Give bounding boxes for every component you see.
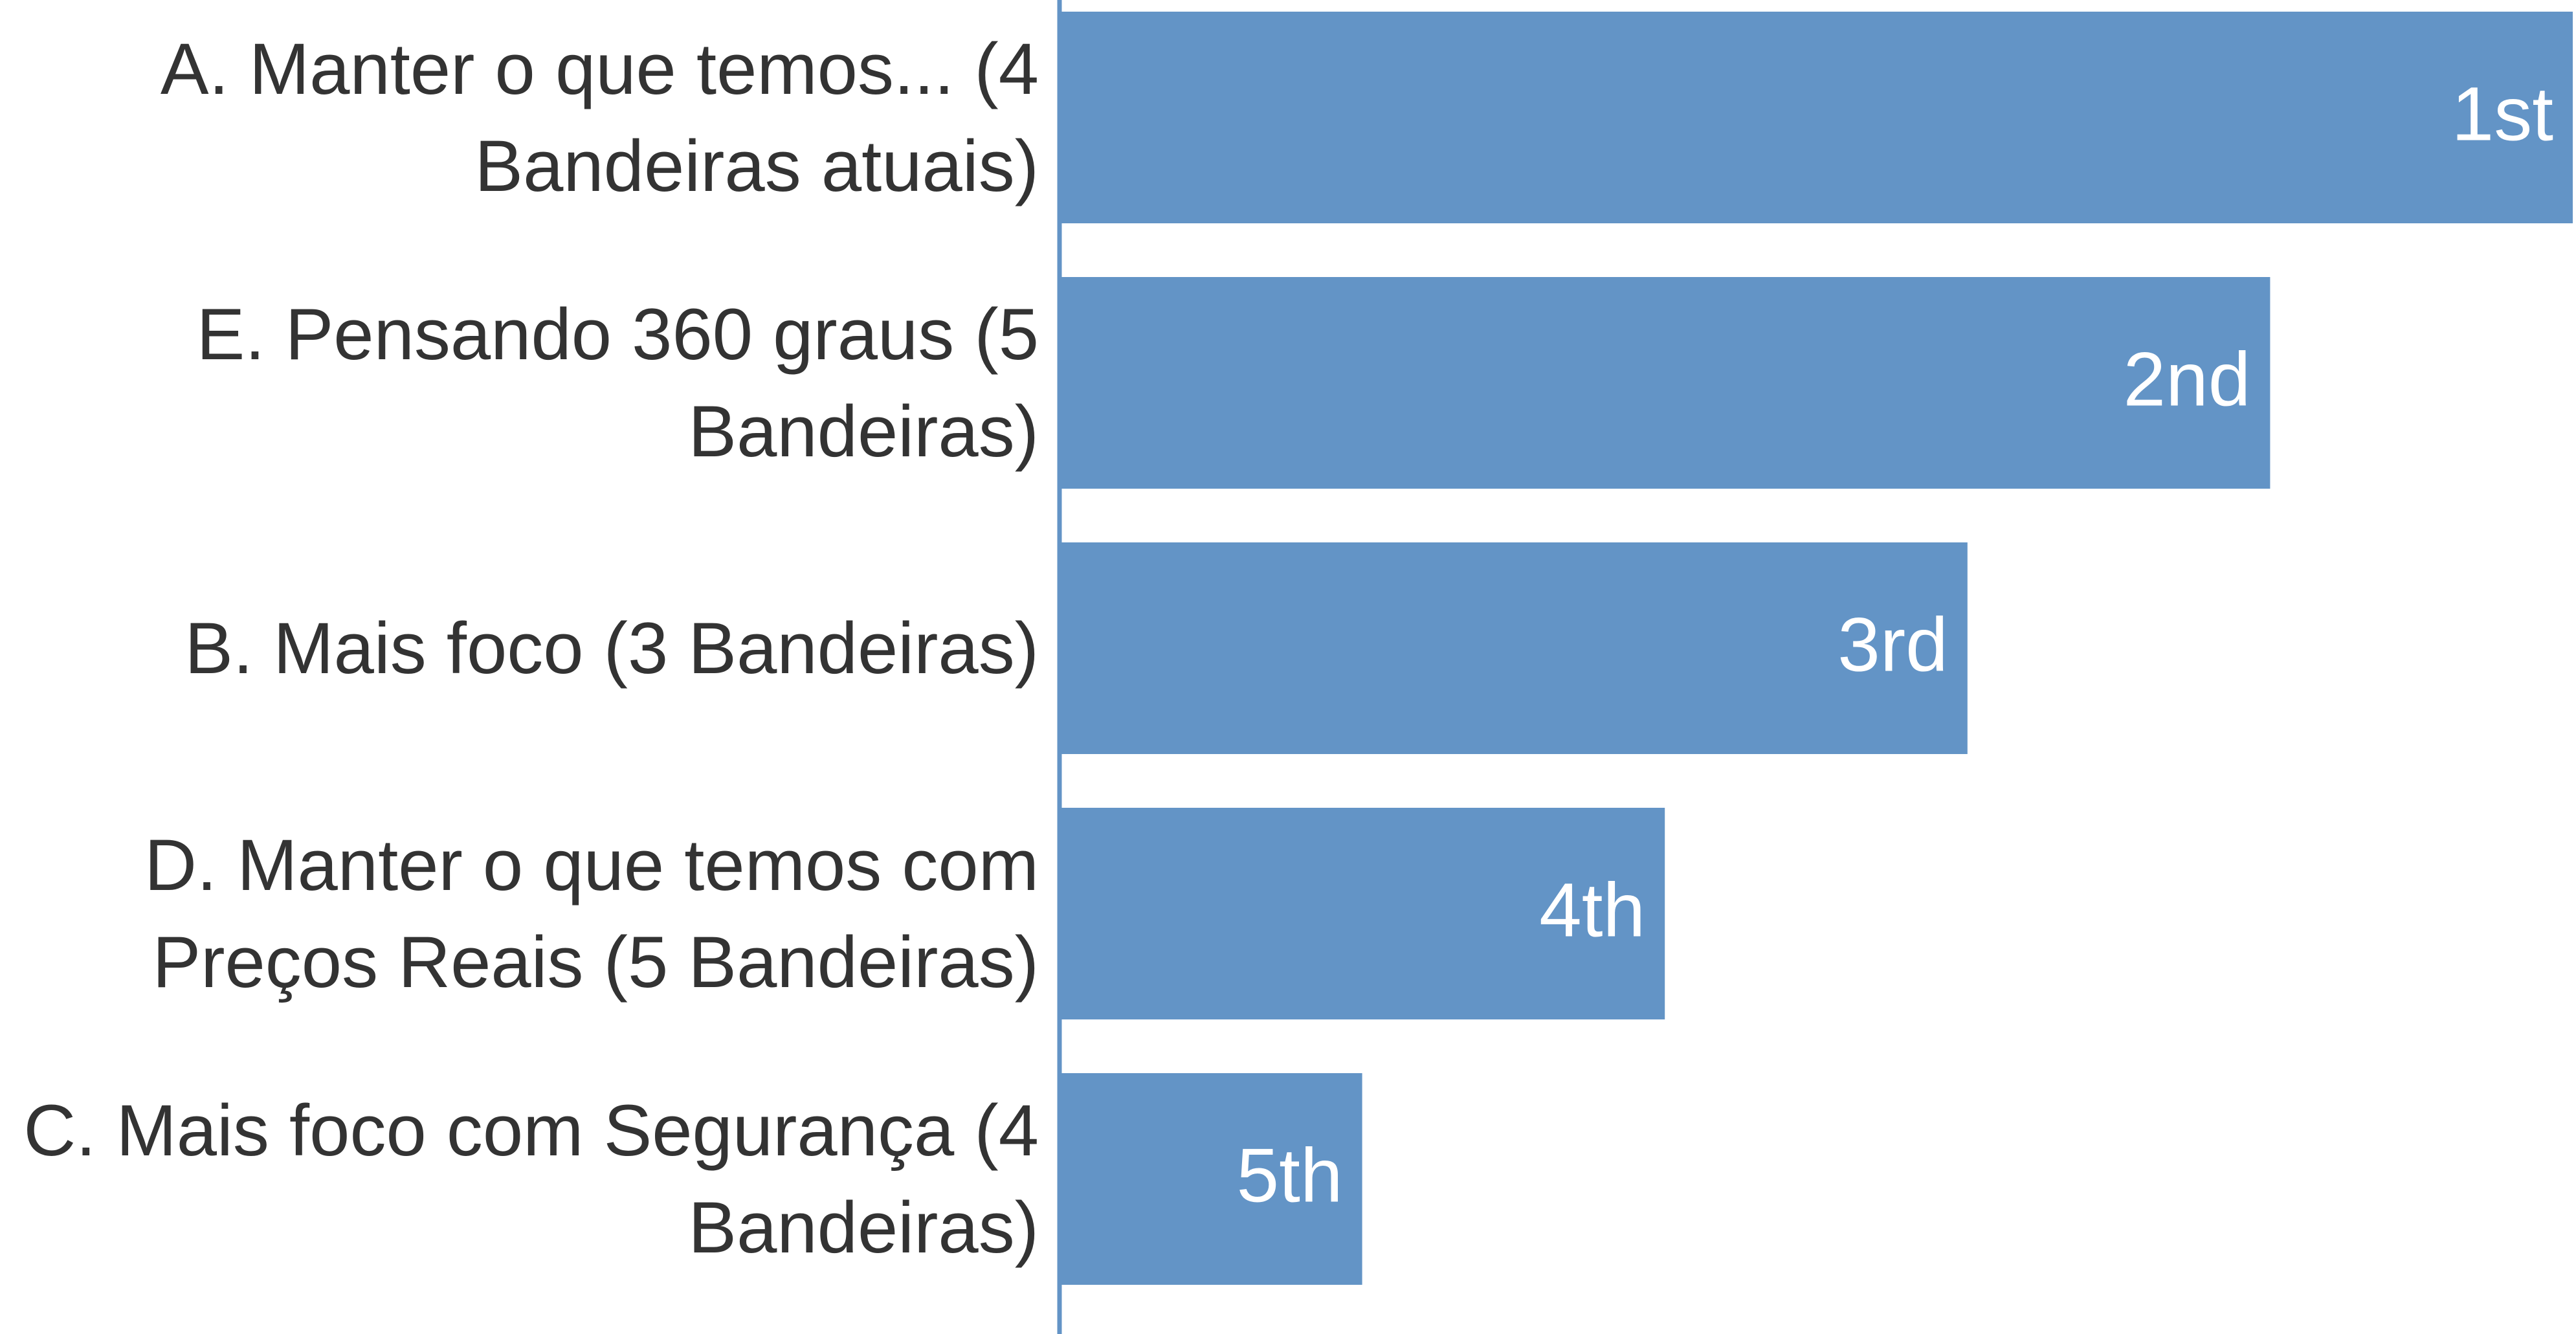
bar (1060, 277, 2271, 489)
category-label: B. Mais foco (3 Bandeiras) (184, 607, 1039, 689)
bar (1060, 1073, 1362, 1285)
category-label: D. Manter o que temos com Preços Reais (… (144, 824, 1039, 1003)
value-label: 4th (1539, 868, 1645, 953)
bar (1060, 12, 2573, 223)
value-label: 1st (2452, 72, 2553, 157)
value-label: 5th (1237, 1133, 1343, 1219)
category-label: C. Mais foco com Segurança (4 Bandeiras) (23, 1089, 1039, 1268)
category-label: A. Manter o que temos... (4 Bandeiras at… (160, 28, 1039, 206)
value-label: 3rd (1838, 603, 1948, 688)
bar (1060, 808, 1665, 1019)
category-label: E. Pensando 360 graus (5 Bandeiras) (196, 293, 1039, 472)
value-label: 2nd (2124, 337, 2251, 423)
bar (1060, 542, 1968, 754)
